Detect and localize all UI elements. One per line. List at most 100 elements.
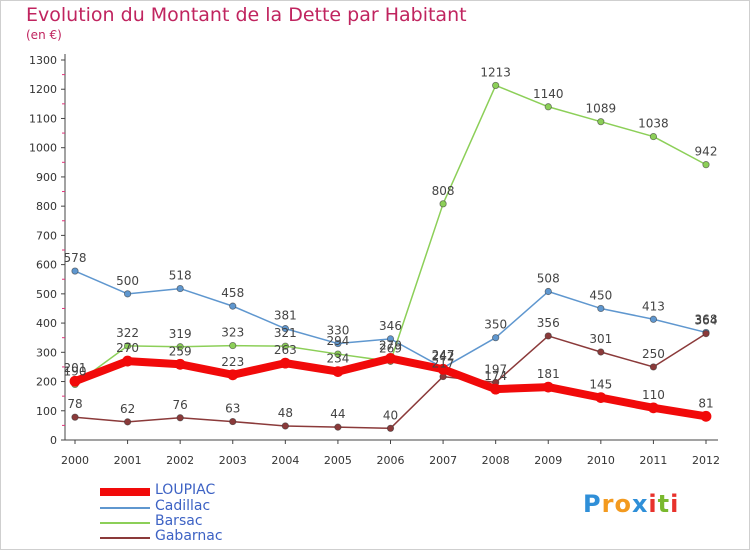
data-point-cadillac bbox=[176, 284, 184, 293]
data-label-gabarnac: 356 bbox=[537, 316, 560, 330]
data-point-barsac bbox=[334, 350, 342, 358]
data-label-barsac: 1213 bbox=[480, 65, 511, 79]
x-tick-label: 2002 bbox=[166, 454, 194, 467]
x-tick-label: 2005 bbox=[324, 454, 352, 467]
data-label-barsac: 190 bbox=[64, 364, 87, 378]
data-label-loupiac: 201 bbox=[64, 361, 87, 375]
data-label-loupiac: 263 bbox=[274, 343, 297, 357]
data-label-barsac: 942 bbox=[695, 145, 718, 159]
data-label-gabarnac: 364 bbox=[695, 314, 718, 328]
y-tick-label: 800 bbox=[36, 200, 57, 213]
y-tick-label: 700 bbox=[36, 229, 57, 242]
data-point-loupiac bbox=[648, 402, 659, 414]
data-point-gabarnac bbox=[386, 424, 395, 432]
data-label-cadillac: 508 bbox=[537, 272, 560, 286]
data-point-cadillac bbox=[649, 315, 658, 323]
data-label-gabarnac: 78 bbox=[67, 397, 82, 411]
data-point-cadillac bbox=[281, 325, 289, 333]
y-tick-label: 1200 bbox=[29, 83, 57, 96]
data-point-loupiac bbox=[174, 358, 186, 370]
data-label-barsac: 321 bbox=[274, 326, 297, 340]
data-label-loupiac: 174 bbox=[484, 369, 507, 383]
chart-title: Evolution du Montant de la Dette par Hab… bbox=[26, 4, 467, 26]
logo-letter: o bbox=[614, 490, 632, 518]
data-label-barsac: 1038 bbox=[638, 117, 669, 131]
data-point-cadillac bbox=[544, 287, 552, 296]
legend-swatch-loupiac bbox=[100, 488, 150, 496]
data-point-cadillac bbox=[492, 334, 500, 342]
data-label-loupiac: 110 bbox=[642, 388, 665, 402]
data-point-gabarnac bbox=[544, 332, 552, 340]
data-point-loupiac bbox=[69, 375, 81, 387]
data-label-gabarnac: 76 bbox=[173, 398, 188, 412]
y-tick-label: 500 bbox=[36, 288, 57, 301]
y-tick-label: 600 bbox=[36, 259, 57, 272]
x-tick-label: 2011 bbox=[639, 454, 667, 467]
legend-swatch-gabarnac bbox=[100, 537, 150, 539]
data-point-gabarnac bbox=[281, 422, 289, 430]
data-label-gabarnac: 48 bbox=[278, 406, 293, 420]
data-label-loupiac: 81 bbox=[698, 396, 713, 410]
chart-axes: 0 100 200 300 400 500 600 700 800 900 1000 1100 1200… bbox=[29, 54, 720, 467]
x-tick-label: 2008 bbox=[482, 454, 510, 467]
data-label-cadillac: 500 bbox=[116, 274, 139, 288]
data-label-cadillac: 450 bbox=[589, 288, 612, 302]
data-point-cadillac bbox=[334, 339, 342, 348]
y-tick-label: 200 bbox=[36, 376, 57, 389]
data-point-loupiac bbox=[700, 410, 712, 422]
data-point-loupiac bbox=[542, 381, 554, 393]
data-label-gabarnac: 44 bbox=[330, 407, 345, 421]
data-label-cadillac: 350 bbox=[484, 318, 507, 332]
data-point-loupiac bbox=[122, 355, 133, 367]
data-point-loupiac bbox=[490, 383, 502, 395]
data-label-barsac: 1140 bbox=[533, 87, 564, 101]
x-tick-label: 2000 bbox=[61, 454, 89, 467]
data-label-gabarnac: 217 bbox=[432, 357, 455, 371]
data-point-cadillac bbox=[123, 290, 132, 298]
legend-item-gabarnac: Gabarnac bbox=[100, 528, 320, 544]
logo-letter: r bbox=[601, 490, 615, 518]
data-label-loupiac: 259 bbox=[169, 344, 192, 358]
data-label-cadillac: 346 bbox=[379, 319, 402, 333]
data-label-loupiac: 242 bbox=[432, 349, 455, 363]
data-point-loupiac bbox=[595, 392, 607, 404]
data-label-loupiac: 145 bbox=[589, 378, 612, 392]
y-tick-label: 1000 bbox=[29, 142, 57, 155]
data-point-gabarnac bbox=[649, 363, 658, 371]
data-label-gabarnac: 250 bbox=[642, 347, 665, 361]
data-point-gabarnac bbox=[597, 348, 605, 356]
data-point-loupiac bbox=[279, 357, 291, 369]
legend-label-barsac: Barsac bbox=[155, 513, 203, 529]
data-label-barsac: 808 bbox=[432, 184, 455, 198]
legend-swatch-barsac bbox=[100, 522, 150, 524]
legend-label-loupiac: LOUPIAC bbox=[155, 482, 216, 498]
data-label-gabarnac: 197 bbox=[484, 362, 507, 376]
data-label-loupiac: 279 bbox=[379, 338, 402, 352]
data-label-cadillac: 518 bbox=[169, 269, 192, 283]
data-point-gabarnac bbox=[229, 417, 237, 426]
data-label-barsac: 1089 bbox=[586, 102, 617, 116]
data-label-gabarnac: 63 bbox=[225, 402, 240, 416]
x-tick-label: 2001 bbox=[114, 454, 142, 467]
chart-subtitle: (en €) bbox=[26, 28, 62, 42]
data-label-cadillac: 578 bbox=[64, 251, 87, 265]
legend-label-cadillac: Cadillac bbox=[155, 498, 211, 514]
y-tick-label: 0 bbox=[50, 434, 57, 447]
y-tick-label: 1100 bbox=[29, 112, 57, 125]
legend-swatch-cadillac bbox=[100, 507, 150, 509]
data-point-loupiac bbox=[437, 363, 449, 375]
data-point-barsac bbox=[544, 103, 552, 111]
logo-letter: t bbox=[657, 490, 671, 518]
data-point-barsac bbox=[176, 343, 184, 351]
y-tick-label: 100 bbox=[36, 405, 57, 418]
data-point-loupiac bbox=[332, 366, 344, 378]
data-point-loupiac bbox=[385, 353, 396, 364]
x-tick-label: 2009 bbox=[534, 454, 562, 467]
data-label-barsac: 323 bbox=[221, 326, 244, 340]
data-label-cadillac: 458 bbox=[221, 286, 244, 300]
x-tick-label: 2004 bbox=[271, 454, 299, 467]
data-label-gabarnac: 301 bbox=[589, 332, 612, 346]
data-point-barsac bbox=[597, 118, 605, 126]
data-label-cadillac: 368 bbox=[695, 312, 718, 326]
data-point-cadillac bbox=[71, 267, 79, 275]
